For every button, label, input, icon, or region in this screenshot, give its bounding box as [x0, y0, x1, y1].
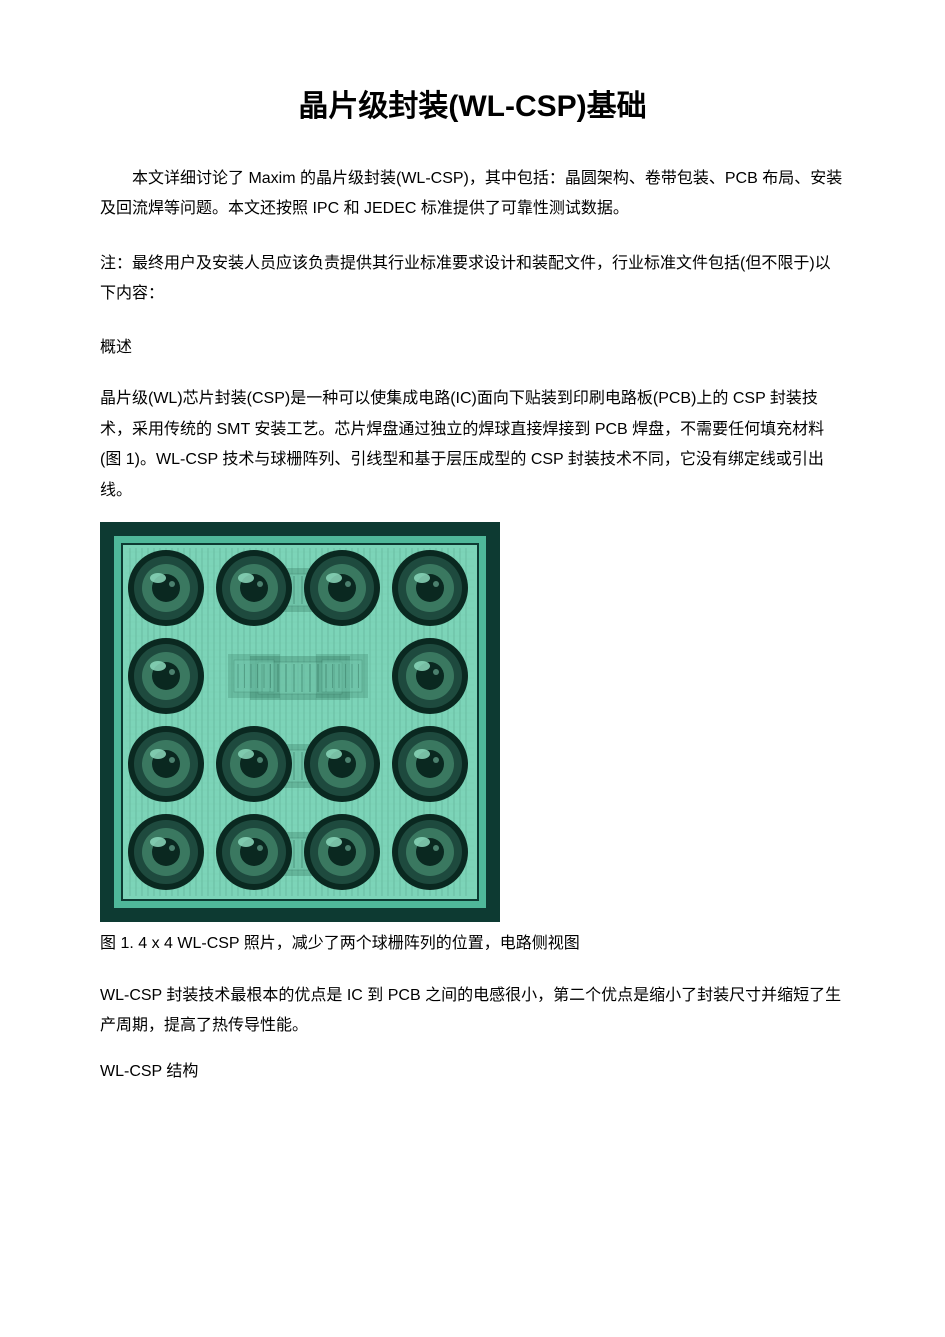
chip-figure: [100, 522, 845, 922]
advantage-paragraph: WL-CSP 封装技术最根本的优点是 IC 到 PCB 之间的电感很小，第二个优…: [100, 981, 845, 1042]
chip-image: [100, 522, 500, 922]
note-paragraph: 注：最终用户及安装人员应该负责提供其行业标准要求设计和装配文件，行业标准文件包括…: [100, 249, 845, 310]
structure-heading: WL-CSP 结构: [100, 1058, 845, 1087]
overview-heading: 概述: [100, 334, 845, 363]
intro-paragraph: 本文详细讨论了 Maxim 的晶片级封装(WL-CSP)，其中包括：晶圆架构、卷…: [100, 164, 845, 225]
page-title: 晶片级封装(WL-CSP)基础: [100, 80, 845, 134]
figure-caption: 图 1. 4 x 4 WL-CSP 照片，减少了两个球栅阵列的位置，电路侧视图: [100, 930, 845, 959]
overview-body: 晶片级(WL)芯片封装(CSP)是一种可以使集成电路(IC)面向下贴装到印刷电路…: [100, 384, 845, 506]
